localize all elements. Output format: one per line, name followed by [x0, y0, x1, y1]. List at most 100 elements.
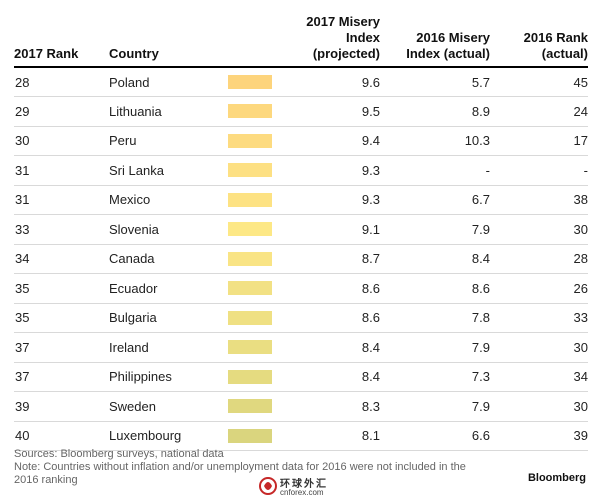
cell-index-2017: 9.3: [280, 185, 380, 215]
cell-swatch: [228, 185, 280, 215]
color-swatch: [228, 222, 272, 237]
cell-index-2016: 5.7: [380, 67, 490, 97]
cell-index-2017: 8.6: [280, 303, 380, 333]
watermark-logo-icon: [259, 477, 277, 495]
cell-index-2016: 7.9: [380, 214, 490, 245]
watermark-text: 环球外汇: [280, 479, 328, 490]
table-row: 37 Ireland 8.4 7.9 30: [14, 332, 588, 363]
table-row: 31 Sri Lanka 9.3- -: [14, 155, 588, 186]
cell-index-2017: 8.3: [280, 391, 380, 422]
header-rank-2017: 2017 Rank: [14, 12, 109, 68]
cell-rank-2016: 39: [490, 421, 588, 451]
color-swatch: [228, 104, 272, 119]
header-index-2016: 2016 Misery Index (actual): [380, 12, 490, 68]
header-index-2017-line1: 2017 Misery Index: [306, 14, 380, 45]
color-swatch: [228, 340, 272, 355]
cell-index-2016: 7.3: [380, 362, 490, 392]
table-body: 28 Poland 9.6 5.7 45 29 Lithuania 9.5 8.9 24 30 Per…: [14, 67, 588, 451]
note-text: Note: Countries without inflation and/or…: [14, 461, 466, 486]
cell-index-2016: 8.4: [380, 244, 490, 274]
bloomberg-brand: Bloomberg: [527, 472, 586, 484]
cell-rank-2017: 37: [14, 362, 109, 392]
cell-swatch: [228, 303, 280, 333]
cell-country: Canada: [109, 244, 228, 274]
header-rank-2016-line1: 2016 Rank: [523, 30, 588, 45]
cell-index-2017: 8.4: [280, 332, 380, 363]
watermark: 环球外汇 cnforex.com: [258, 474, 348, 500]
table-row: 37 Philippines 8.4 7.3 34: [14, 362, 588, 392]
cell-index-2016: -: [380, 155, 490, 186]
cell-swatch: [228, 362, 280, 392]
header-country: Country: [109, 12, 228, 68]
cell-rank-2017: 29: [14, 96, 109, 127]
sources-text: Sources: Bloomberg surveys, national dat…: [14, 448, 224, 460]
cell-rank-2017: 31: [14, 155, 109, 186]
cell-country: Mexico: [109, 185, 228, 215]
cell-index-2016: 7.9: [380, 332, 490, 363]
cell-index-2017: 8.7: [280, 244, 380, 274]
table-row: 29 Lithuania 9.5 8.9 24: [14, 96, 588, 127]
cell-swatch: [228, 391, 280, 422]
cell-rank-2016: 24: [490, 96, 588, 127]
color-swatch: [228, 281, 272, 296]
cell-country: Ecuador: [109, 273, 228, 304]
table-row: 31 Mexico 9.3 6.7 38: [14, 185, 588, 215]
table-row: 35 Ecuador 8.6 8.6 26: [14, 273, 588, 304]
color-swatch: [228, 133, 272, 148]
table-header: 2017 Rank Country 2017 Misery Index (pro…: [14, 12, 588, 68]
cell-rank-2016: -: [490, 155, 588, 186]
cell-country: Sri Lanka: [109, 155, 228, 186]
cell-index-2016: 7.9: [380, 391, 490, 422]
color-swatch: [228, 428, 272, 443]
cell-country: Poland: [109, 67, 228, 97]
table-row: 34 Canada 8.7 8.4 28: [14, 244, 588, 274]
cell-index-2017: 9.6: [280, 67, 380, 97]
header-index-2016-line2: Index (actual): [406, 46, 490, 61]
color-swatch: [228, 251, 272, 266]
color-swatch: [228, 163, 272, 178]
cell-index-2017: 9.5: [280, 96, 380, 127]
table-row: 33 Slovenia 9.1 7.9 30: [14, 214, 588, 245]
color-swatch: [228, 310, 272, 325]
header-swatch-spacer: [228, 12, 280, 68]
table-row: 28 Poland 9.6 5.7 45: [14, 67, 588, 97]
header-row: 2017 Rank Country 2017 Misery Index (pro…: [14, 12, 588, 68]
cell-index-2016: 6.7: [380, 185, 490, 215]
color-swatch: [228, 369, 272, 384]
cell-rank-2017: 39: [14, 391, 109, 422]
misery-index-table: 2017 Rank Country 2017 Misery Index (pro…: [14, 12, 588, 451]
cell-country: Ireland: [109, 332, 228, 363]
cell-rank-2017: 37: [14, 332, 109, 363]
cell-country: Slovenia: [109, 214, 228, 245]
cell-rank-2016: 26: [490, 273, 588, 304]
watermark-sub: cnforex.com: [280, 488, 324, 497]
table-row: 39 Sweden 8.3 7.9 30: [14, 391, 588, 422]
cell-country: Philippines: [109, 362, 228, 392]
header-rank-2016-line2: (actual): [541, 46, 588, 61]
cell-rank-2017: 34: [14, 244, 109, 274]
cell-index-2016: 7.8: [380, 303, 490, 333]
cell-swatch: [228, 96, 280, 127]
cell-rank-2016: 30: [490, 332, 588, 363]
cell-index-2017: 8.1: [280, 421, 380, 451]
cell-index-2016: 6.6: [380, 421, 490, 451]
cell-rank-2016: 30: [490, 391, 588, 422]
cell-swatch: [228, 332, 280, 363]
cell-rank-2016: 28: [490, 244, 588, 274]
cell-rank-2016: 30: [490, 214, 588, 245]
table-row: 35 Bulgaria 8.6 7.8 33: [14, 303, 588, 333]
cell-swatch: [228, 244, 280, 274]
cell-country: Lithuania: [109, 96, 228, 127]
cell-index-2017: 9.3: [280, 155, 380, 186]
cell-country: Luxembourg: [109, 421, 228, 451]
cell-index-2017: 9.4: [280, 126, 380, 156]
cell-rank-2017: 35: [14, 273, 109, 304]
cell-rank-2016: 34: [490, 362, 588, 392]
cell-country: Peru: [109, 126, 228, 156]
cell-country: Sweden: [109, 391, 228, 422]
header-index-2016-line1: 2016 Misery: [416, 30, 490, 45]
cell-swatch: [228, 155, 280, 186]
cell-rank-2016: 33: [490, 303, 588, 333]
cell-swatch: [228, 214, 280, 245]
